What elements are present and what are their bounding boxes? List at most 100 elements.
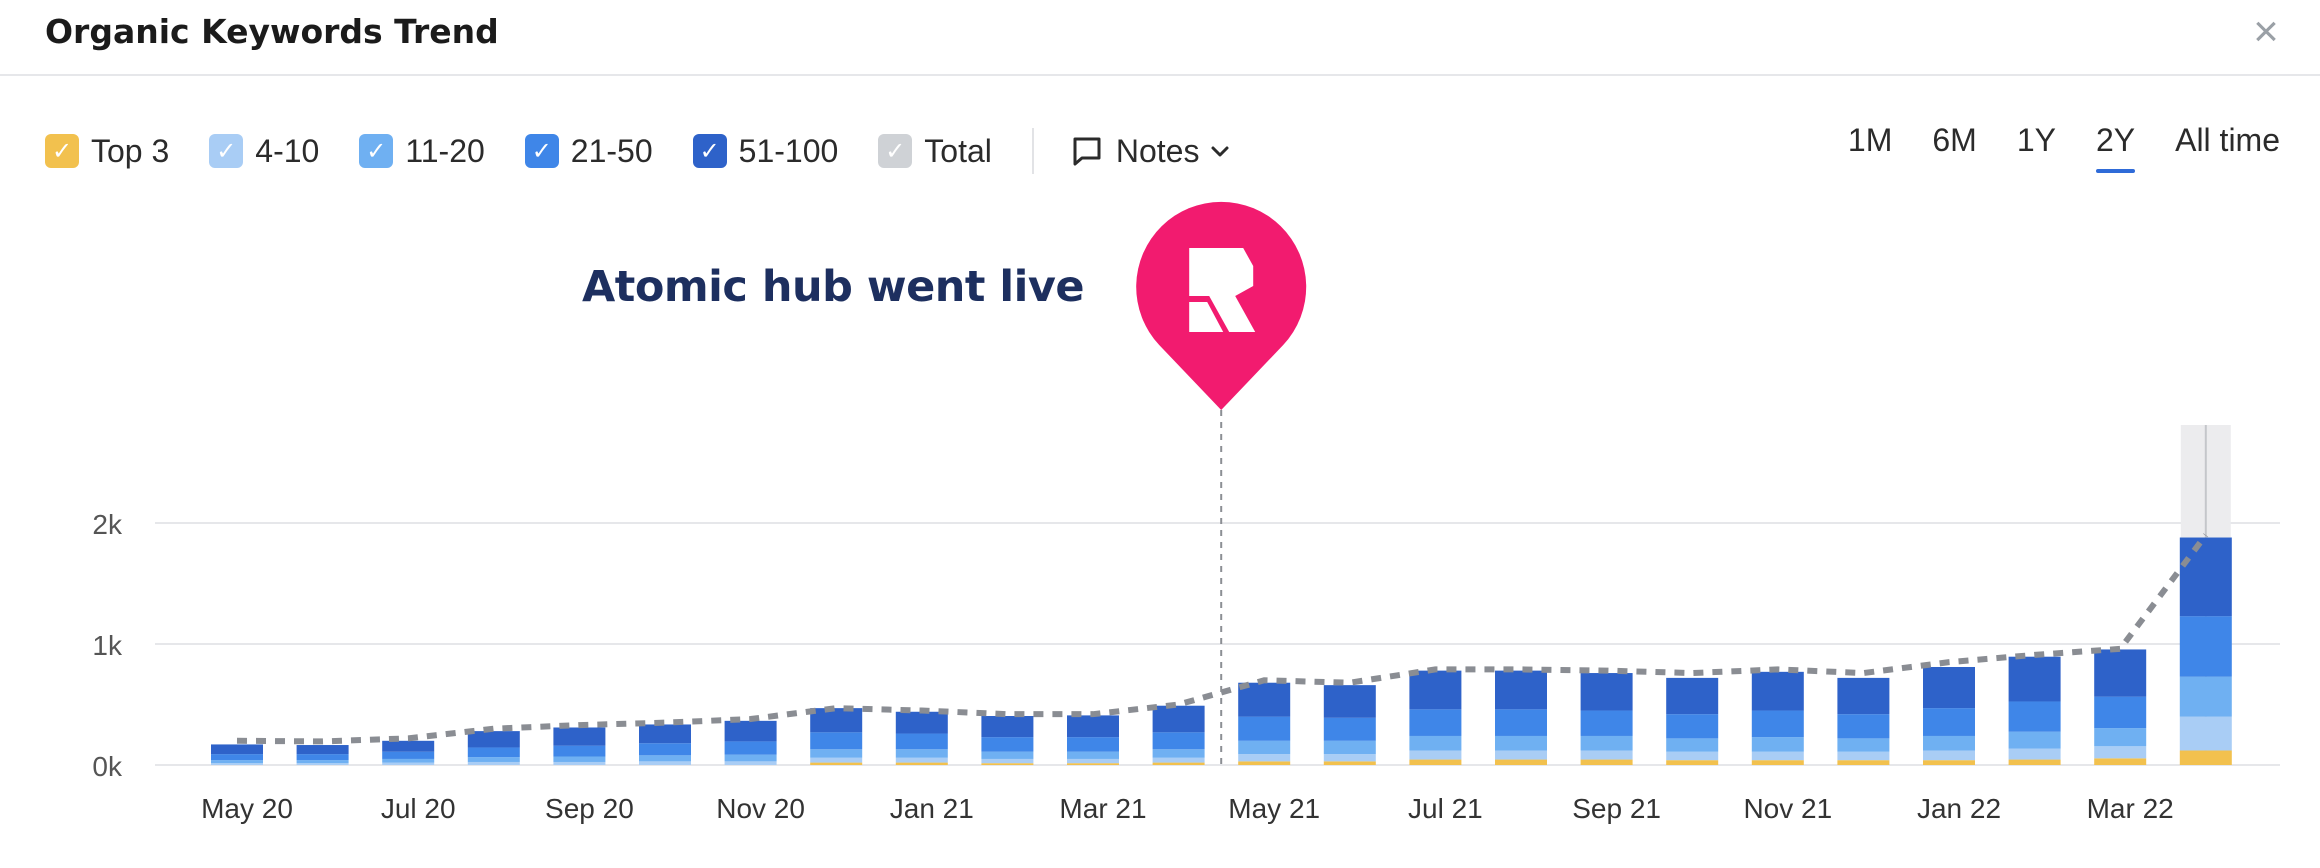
bar-segment (1238, 682, 1291, 717)
legend-label: 4-10 (255, 132, 320, 169)
notes-label: Notes (1115, 132, 1200, 169)
checkbox-icon[interactable]: ✓ (45, 134, 79, 168)
legend-label: 11-20 (405, 132, 485, 169)
bar-segment (2008, 748, 2061, 760)
y-tick-label: 2k (92, 509, 123, 540)
tab-2y[interactable]: 2Y (2095, 122, 2136, 173)
x-tick-label: Jan 22 (1917, 793, 2001, 824)
bar-segment (2179, 676, 2232, 717)
tab-1m[interactable]: 1M (1847, 122, 1893, 158)
legend-item-11-20[interactable]: ✓ 11-20 (359, 132, 485, 170)
bar-segment (981, 751, 1034, 759)
legend-item-top3[interactable]: ✓ Top 3 (45, 133, 169, 170)
bar-segment (296, 763, 349, 765)
bar-segment (810, 757, 863, 763)
x-tick-label: Mar 22 (2087, 793, 2174, 824)
bar-segment (1751, 710, 1804, 738)
bar-segment (1580, 759, 1633, 765)
checkbox-icon[interactable]: ✓ (359, 134, 394, 168)
bar-segment (382, 740, 435, 752)
bar-segment (296, 745, 349, 755)
notes-button[interactable]: Notes (1070, 133, 1232, 170)
bar-segment (382, 762, 435, 765)
checkbox-icon[interactable]: ✓ (209, 134, 244, 168)
checkbox-icon[interactable]: ✓ (878, 134, 913, 168)
bar-segment (2094, 696, 2147, 729)
bar-segment (2008, 656, 2061, 702)
bar-segment (1409, 759, 1462, 765)
bar-segment (211, 763, 263, 765)
tab-6m[interactable]: 6M (1932, 122, 1977, 158)
logo-mark (1189, 248, 1256, 332)
bar-segment (1751, 671, 1804, 711)
bar-segment (1580, 710, 1633, 736)
bar-segment (1238, 761, 1291, 765)
bar-segment (1580, 750, 1633, 760)
bar-segment (1238, 740, 1291, 755)
bar-segment (1495, 709, 1547, 736)
bar-segment (1152, 732, 1205, 750)
bar-segment (1152, 762, 1205, 765)
x-tick-label: Jan 21 (890, 793, 974, 824)
bar-segment (981, 763, 1034, 765)
bar-segment (1837, 738, 1890, 752)
close-icon[interactable]: × (2253, 7, 2279, 56)
legend-item-4-10[interactable]: ✓ 4-10 (209, 133, 319, 170)
tab-1y[interactable]: 1Y (2016, 122, 2056, 158)
bar-segment (1067, 737, 1119, 752)
bar-segment (895, 733, 948, 750)
bar-segment (553, 727, 606, 746)
bar-segment (2179, 537, 2232, 617)
bar-segment (724, 754, 777, 762)
bar-segment (1923, 750, 1975, 761)
x-tick-label: Sep 21 (1572, 793, 1661, 824)
bar-segment (1837, 751, 1890, 761)
bar-segment (1152, 757, 1205, 763)
bar-segment (553, 761, 606, 765)
bar-segment (1666, 714, 1719, 739)
bar-segment (1923, 666, 1975, 709)
bar-segment (1666, 751, 1719, 761)
time-range-tabs: 1M 6M 1Y 2Y All time (1808, 122, 2280, 173)
bar-segment (1152, 705, 1205, 733)
bar-segment (981, 715, 1034, 738)
bar-segment (1837, 760, 1890, 765)
bar-segment (724, 720, 777, 742)
legend: ✓ Top 3 ✓ 4-10 ✓ 11-20 ✓ 21-50 ✓ 51-100 … (45, 128, 1231, 174)
bar-segment (1580, 735, 1633, 751)
bar-segment (2008, 759, 2061, 765)
bar-segment (467, 757, 520, 762)
x-tick-label: Mar 21 (1059, 793, 1146, 824)
bar-segment (1837, 714, 1890, 739)
legend-item-total[interactable]: ✓ Total (878, 133, 992, 170)
legend-item-21-50[interactable]: ✓ 21-50 (524, 132, 653, 170)
annotation-label: Atomic hub went live (582, 262, 1085, 312)
bar-segment (1923, 708, 1975, 736)
bar-segment (1067, 751, 1119, 759)
legend-item-51-100[interactable]: ✓ 51-100 (692, 133, 838, 170)
bar-segment (1409, 709, 1462, 736)
bar-segment (639, 755, 691, 762)
checkbox-icon[interactable]: ✓ (692, 134, 727, 168)
bar-segment (639, 724, 691, 744)
bar-segment (211, 760, 263, 764)
bar-segment (1666, 738, 1719, 752)
bar-segment (810, 749, 863, 758)
bar-segment (639, 761, 691, 765)
tab-all-time[interactable]: All time (2175, 122, 2280, 158)
bar-segment (895, 749, 948, 758)
bar-segment (981, 737, 1034, 752)
bar-segment (810, 708, 863, 733)
bar-segment (1751, 751, 1804, 761)
bar-segment (1152, 749, 1205, 758)
legend-label: Top 3 (91, 132, 170, 169)
bar-segment (211, 754, 263, 761)
divider (1031, 128, 1034, 174)
total-line (236, 533, 2209, 745)
y-tick-label: 0k (92, 751, 123, 782)
bar-segment (810, 732, 863, 750)
checkbox-icon[interactable]: ✓ (524, 134, 559, 168)
x-tick-label: Jul 20 (381, 793, 456, 824)
legend-label: 21-50 (570, 132, 653, 169)
bar-segment (211, 744, 263, 755)
